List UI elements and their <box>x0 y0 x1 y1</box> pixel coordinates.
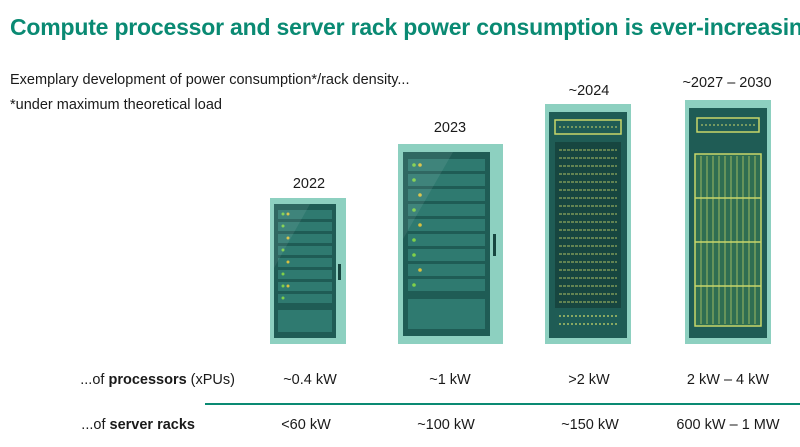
racks-value-2024: ~150 kW <box>561 417 619 433</box>
processors-value-2030: 2 kW – 4 kW <box>686 372 770 388</box>
server-rack-2024-icon <box>545 104 631 344</box>
subtitle: Exemplary development of power consumpti… <box>10 68 409 118</box>
racks-value-2030: 600 kW – 1 MW <box>676 417 780 433</box>
row-label-processors-prefix: ...of <box>80 372 109 388</box>
server-rack-2030-icon <box>685 100 771 344</box>
page-title: Compute processor and server rack power … <box>10 14 800 40</box>
year-label-2030: ~2027 – 2030 <box>682 75 772 91</box>
racks-value-2022: <60 kW <box>281 417 331 433</box>
row-label-processors-bold: processors <box>108 372 187 388</box>
row-label-server-racks: ...of server racks <box>60 417 195 433</box>
processors-value-2023: ~1 kW <box>429 372 471 388</box>
year-label-2022: 2022 <box>292 176 326 192</box>
server-rack-2022-icon <box>270 198 346 344</box>
server-rack-2023-icon <box>398 144 503 344</box>
processors-value-2022: ~0.4 kW <box>283 372 337 388</box>
subtitle-line-1: Exemplary development of power consumpti… <box>10 72 410 88</box>
subtitle-line-2: *under maximum theoretical load <box>10 97 222 113</box>
year-label-2024: ~2024 <box>568 83 610 99</box>
row-label-processors-suffix: (xPUs) <box>186 372 235 388</box>
row-label-racks-bold: server racks <box>109 417 195 433</box>
row-label-racks-prefix: ...of <box>81 417 110 433</box>
racks-value-2023: ~100 kW <box>417 417 475 433</box>
processors-value-2024: >2 kW <box>568 372 610 388</box>
year-label-2023: 2023 <box>433 120 467 136</box>
row-divider <box>205 403 800 405</box>
row-label-processors: ...of processors (xPUs) <box>60 372 235 388</box>
